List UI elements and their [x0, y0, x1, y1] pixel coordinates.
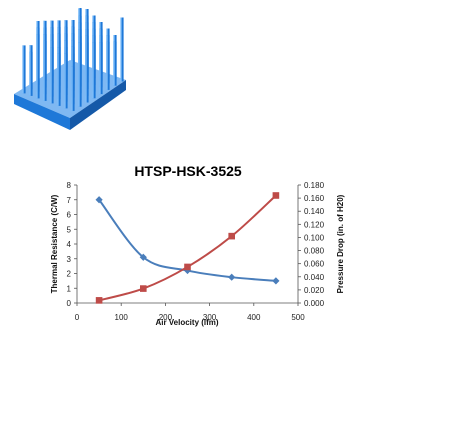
- y-right-axis-title: Pressure Drop (in. of H20): [336, 194, 345, 293]
- heatsink-pin: [120, 17, 124, 82]
- heatsink-pin: [85, 42, 89, 103]
- heatsink-pin-highlight: [57, 53, 59, 106]
- y-right-tick-label: 0.020: [304, 286, 325, 295]
- y-left-tick-labels: 0 1 2 3 4 5 6 7 8: [67, 181, 77, 308]
- heatsink-pin: [22, 45, 26, 94]
- heatsink-pin-highlight: [22, 45, 24, 94]
- heatsink-pin-highlight: [50, 47, 52, 104]
- x-tick-label: 300: [203, 313, 217, 322]
- y-left-tick-label: 7: [67, 196, 72, 205]
- heatsink-pin: [99, 42, 103, 95]
- heatsink-pin: [64, 60, 68, 109]
- y-left-tick-label: 3: [67, 255, 72, 264]
- heatsink-pin: [50, 47, 54, 104]
- heatsink-pin-highlight: [85, 42, 87, 103]
- x-tick-labels: 0 100 200 300 400 500: [75, 303, 305, 322]
- series-line-pressure-drop: [98, 194, 277, 302]
- data-point-diamond: [95, 196, 103, 204]
- y-right-tick-label: 0.000: [304, 299, 325, 308]
- data-point-square: [140, 285, 147, 292]
- x-tick-label: 500: [291, 313, 305, 322]
- heatsink-pin-highlight: [106, 41, 108, 90]
- y-right-tick-label: 0.100: [304, 233, 325, 242]
- x-tick-label: 400: [247, 313, 261, 322]
- y-left-tick-label: 5: [67, 225, 72, 234]
- y-left-tick-label: 1: [67, 284, 72, 293]
- chart-title: HTSP-HSK-3525: [134, 163, 242, 179]
- y-left-tick-label: 6: [67, 211, 72, 220]
- heatsink-pin-highlight: [43, 40, 45, 101]
- heatsink-pin-highlight: [92, 42, 94, 99]
- data-point-square: [184, 263, 191, 271]
- data-point-square: [272, 192, 280, 199]
- heatsink-pin: [29, 51, 33, 96]
- y-right-tick-labels: 0.000 0.020 0.040 0.060 0.080 0.100 0.120 0.140…: [298, 181, 325, 308]
- y-right-tick-label: 0.160: [304, 194, 325, 203]
- y-right-tick-label: 0.060: [304, 260, 325, 269]
- y-right-tick-label: 0.120: [304, 220, 325, 229]
- heatsink-pin: [57, 53, 61, 106]
- x-axis-title: Air Velocity (lfm): [155, 318, 218, 327]
- x-tick-label: 200: [159, 313, 173, 322]
- heatsink-pin: [78, 42, 82, 107]
- data-point-diamond: [272, 277, 280, 285]
- y-right-tick-label: 0.140: [304, 207, 325, 216]
- y-right-tick-label: 0.080: [304, 247, 325, 256]
- heatsink-pin-highlight: [99, 42, 101, 95]
- y-left-tick-label: 2: [67, 270, 72, 279]
- pin-fin-heatsink-icon: [14, 8, 126, 130]
- heatsink-pin-highlight: [78, 42, 80, 107]
- heatsink-pin-highlight: [71, 66, 73, 111]
- heatsink-pin: [71, 66, 75, 111]
- heatsink-pin: [92, 42, 96, 99]
- data-point-diamond: [228, 273, 236, 281]
- y-left-tick-label: 0: [67, 299, 72, 308]
- y-right-tick-label: 0.040: [304, 273, 325, 282]
- x-tick-label: 100: [115, 313, 129, 322]
- heatsink-pin-highlight: [29, 51, 31, 96]
- heatsink-pin-highlight: [113, 41, 115, 86]
- data-point-square: [95, 297, 103, 304]
- heatsink-pin-highlight: [120, 17, 122, 82]
- heatsink-pin-highlight: [36, 34, 38, 99]
- heatsink-pin: [43, 40, 47, 101]
- series-layer: [95, 192, 280, 304]
- data-point-diamond: [139, 253, 147, 261]
- y-left-axis-title: Thermal Resistance (C/W): [50, 194, 59, 293]
- heatsink-product-image: [14, 8, 126, 130]
- heatsink-pin-highlight: [64, 60, 66, 109]
- y-right-tick-label: 0.180: [304, 181, 325, 190]
- y-left-tick-label: 4: [67, 240, 72, 249]
- data-point-square: [228, 232, 235, 240]
- heatsink-pin: [106, 41, 110, 90]
- heatsink-pin: [36, 34, 40, 99]
- heatsink-pin: [113, 41, 117, 86]
- x-tick-label: 0: [75, 313, 80, 322]
- y-left-tick-label: 8: [67, 181, 72, 190]
